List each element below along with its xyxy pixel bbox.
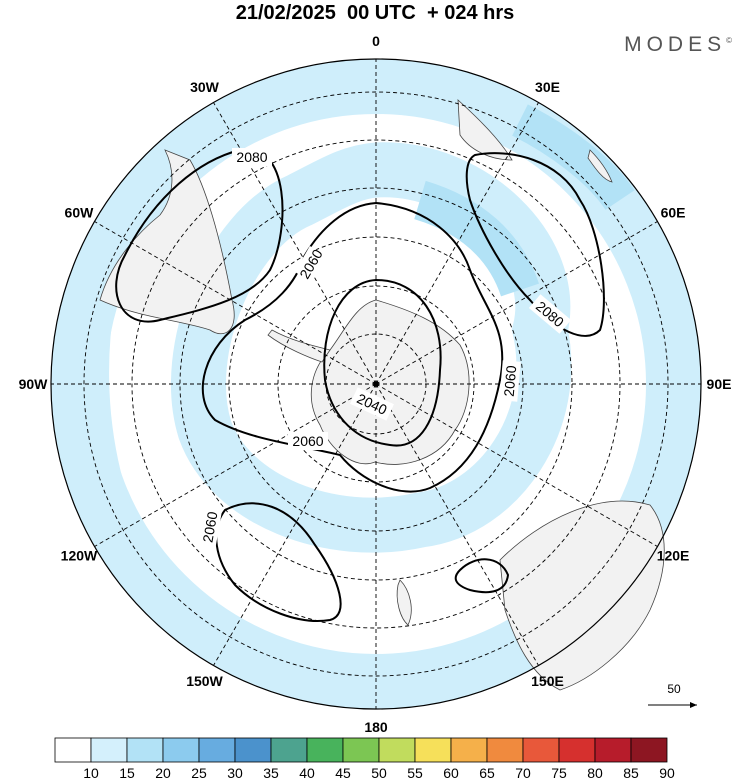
colorbar-swatch — [594, 737, 632, 763]
colorbar-tick-label: 60 — [443, 765, 459, 781]
contour-2040 — [323, 278, 442, 447]
band-west — [79, 297, 211, 652]
vector-reference-label: 50 — [667, 682, 681, 696]
colorbar-swatch — [234, 737, 272, 763]
longitude-labels: 0 30E 60E 90E 120E 150E 180 150W 120W 90W 60W 30W — [19, 33, 732, 735]
arrow-head-icon — [690, 702, 697, 708]
longitude-label: 120E — [657, 548, 690, 564]
south-america — [99, 149, 235, 335]
brand-name: MODES — [624, 33, 727, 56]
colorbar-tick-label: 25 — [191, 765, 207, 781]
meridian-line — [375, 383, 658, 547]
colorbar-swatch — [126, 737, 164, 763]
contour-label: 2080 — [236, 149, 267, 165]
colorbar-tick-label: 15 — [119, 765, 135, 781]
colorbar-tick-label: 90 — [659, 765, 675, 781]
madagascar — [587, 149, 613, 183]
meridian-line — [375, 383, 539, 666]
contour-2060-east — [454, 558, 510, 594]
meridian-lines — [51, 59, 701, 709]
colorbar-tick-label: 35 — [263, 765, 279, 781]
colorbar-tick-label: 80 — [587, 765, 603, 781]
map-title: 21/02/2025 00 UTC + 024 hrs — [235, 2, 515, 24]
colorbar-swatch — [162, 737, 200, 763]
meridian-line — [375, 102, 539, 385]
colorbar-swatch — [90, 737, 128, 763]
contour-label: 2060 — [199, 510, 220, 544]
colorbar-swatch — [630, 737, 668, 763]
colorbar-swatch — [306, 737, 344, 763]
meridian-line — [94, 221, 377, 385]
longitude-label: 30E — [535, 79, 560, 95]
new-zealand — [396, 579, 412, 626]
longitude-label: 150E — [531, 673, 564, 689]
colorbar: 10 15 20 25 30 35 40 45 50 55 60 65 70 75 80 85 90 — [54, 737, 675, 781]
colorbar-swatch — [342, 737, 380, 763]
colorbar-tick-label: 70 — [515, 765, 531, 781]
outer-wind-band — [51, 59, 701, 709]
colorbar-tick-label: 65 — [479, 765, 495, 781]
map-border — [50, 58, 702, 710]
antarctic-peninsula — [267, 329, 331, 363]
colorbar-swatch — [486, 737, 524, 763]
colorbar-swatch — [198, 737, 236, 763]
meridian-line — [213, 383, 377, 666]
colorbar-swatch — [270, 737, 308, 763]
colorbar-tick-label: 40 — [299, 765, 315, 781]
contour-2060-inner — [201, 201, 504, 493]
contour-2080-east — [465, 152, 605, 337]
contour-label: 2060 — [292, 433, 323, 449]
australia — [499, 500, 665, 691]
colorbar-tick-label: 50 — [371, 765, 387, 781]
jet-core-ne — [512, 104, 635, 211]
colorbar-swatch — [450, 737, 488, 763]
brand-logo: MODES© — [624, 33, 732, 57]
longitude-label: 90E — [707, 376, 732, 392]
south-pole-marker — [373, 381, 379, 387]
colorbar-tick-label: 20 — [155, 765, 171, 781]
longitude-label: 60E — [661, 205, 686, 221]
longitude-label: 150W — [186, 673, 223, 689]
colorbar-swatch — [522, 737, 560, 763]
longitude-label: 30W — [190, 79, 220, 95]
colorbar-tick-label: 30 — [227, 765, 243, 781]
colorbar-tick-label: 85 — [623, 765, 639, 781]
contour-label: 2060 — [501, 365, 520, 398]
copyright-mark: © — [726, 36, 732, 45]
colorbar-tick-label: 75 — [551, 765, 567, 781]
longitude-label: 0 — [372, 33, 380, 49]
contour-2060-pacific — [215, 502, 342, 622]
colorbar-swatch — [558, 737, 596, 763]
colorbar-tick-label: 45 — [335, 765, 351, 781]
meridian-line — [375, 221, 658, 385]
height-contours — [115, 148, 605, 622]
longitude-label: 180 — [364, 719, 388, 735]
longitude-label: 120W — [61, 548, 98, 564]
meridian-line — [213, 102, 377, 385]
jet-core — [413, 180, 539, 297]
colorbar-tick-label: 10 — [83, 765, 99, 781]
colorbar-tick-label: 55 — [407, 765, 423, 781]
longitude-label: 60W — [65, 205, 95, 221]
meridian-line — [94, 383, 377, 547]
contour-2080-west — [115, 148, 284, 323]
colorbar-swatch — [54, 737, 92, 763]
colorbar-swatch — [378, 737, 416, 763]
africa — [457, 99, 513, 161]
colorbar-swatch — [414, 737, 452, 763]
longitude-label: 90W — [19, 376, 49, 392]
